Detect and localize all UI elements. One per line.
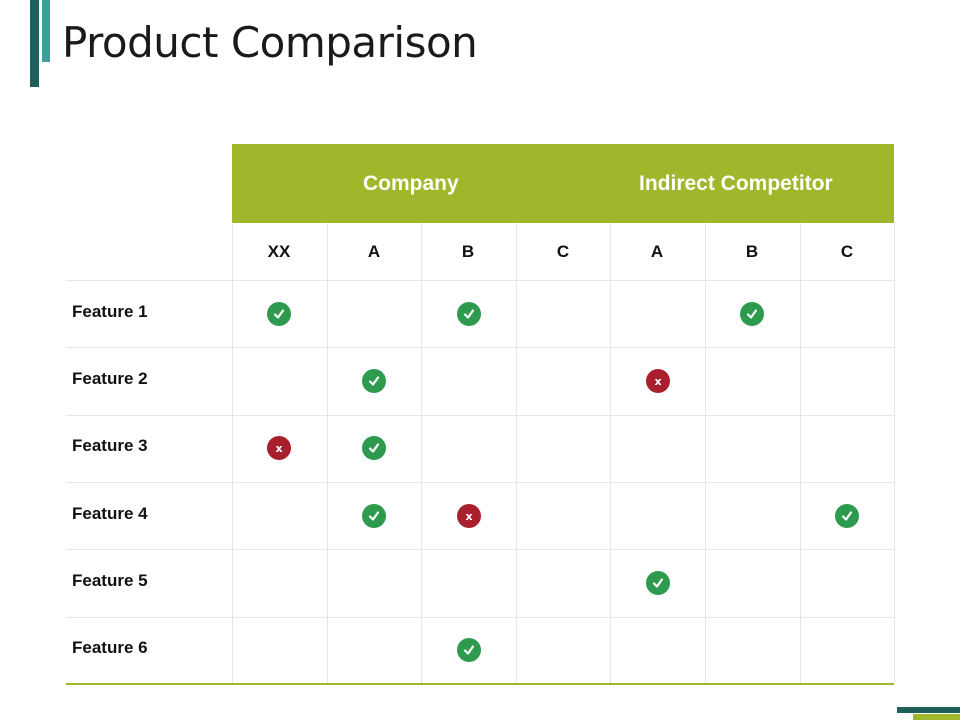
feature-row-label: Feature 2: [72, 369, 148, 388]
column-header: A: [650, 242, 664, 261]
table-column-divider: [800, 223, 801, 683]
check-icon: [740, 302, 764, 326]
group-header-band: Company Indirect Competitor: [232, 144, 894, 223]
title-accent-bar: [30, 0, 39, 87]
column-header: C: [840, 242, 854, 261]
table-bottom-border: [66, 683, 894, 685]
check-icon: [646, 571, 670, 595]
check-icon: [835, 504, 859, 528]
column-header: B: [745, 242, 759, 261]
group-label-company: Company: [363, 172, 459, 195]
corner-decoration-green: [913, 714, 960, 720]
cross-icon: x: [646, 369, 670, 393]
group-label-indirect-competitor: Indirect Competitor: [639, 172, 833, 195]
table-column-divider: [516, 223, 517, 683]
check-icon: [457, 302, 481, 326]
table-row-divider: [66, 280, 894, 281]
cross-icon: x: [457, 504, 481, 528]
cross-icon: x: [267, 436, 291, 460]
column-header: B: [461, 242, 475, 261]
feature-row-label: Feature 3: [72, 436, 148, 455]
check-icon: [362, 436, 386, 460]
column-header: C: [556, 242, 570, 261]
table-column-divider: [705, 223, 706, 683]
check-icon: [457, 638, 481, 662]
feature-row-label: Feature 5: [72, 571, 148, 590]
table-row-divider: [66, 347, 894, 348]
column-header: XX: [267, 242, 291, 261]
table-column-divider: [327, 223, 328, 683]
title-accent-bar-light: [42, 0, 50, 62]
column-header: A: [367, 242, 381, 261]
feature-row-label: Feature 1: [72, 302, 148, 321]
table-row-divider: [66, 482, 894, 483]
feature-row-label: Feature 4: [72, 504, 148, 523]
table-column-divider: [232, 223, 233, 683]
check-icon: [267, 302, 291, 326]
table-row-divider: [66, 415, 894, 416]
check-icon: [362, 369, 386, 393]
table-column-divider: [421, 223, 422, 683]
table-row-divider: [66, 617, 894, 618]
table-row-divider: [66, 549, 894, 550]
corner-decoration-dark: [897, 707, 960, 713]
feature-row-label: Feature 6: [72, 638, 148, 657]
check-icon: [362, 504, 386, 528]
page-title: Product Comparison: [62, 18, 478, 67]
table-column-divider: [894, 223, 895, 683]
table-column-divider: [610, 223, 611, 683]
